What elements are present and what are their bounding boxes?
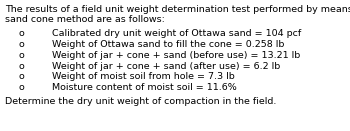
Text: o: o	[19, 40, 24, 49]
Text: Moisture content of moist soil = 11.6%: Moisture content of moist soil = 11.6%	[52, 83, 237, 92]
Text: Calibrated dry unit weight of Ottawa sand = 104 pcf: Calibrated dry unit weight of Ottawa san…	[52, 29, 301, 38]
Text: o: o	[19, 29, 24, 38]
Text: Determine the dry unit weight of compaction in the field.: Determine the dry unit weight of compact…	[5, 97, 276, 106]
Text: o: o	[19, 51, 24, 60]
Text: o: o	[19, 62, 24, 71]
Text: Weight of Ottawa sand to fill the cone = 0.258 lb: Weight of Ottawa sand to fill the cone =…	[52, 40, 284, 49]
Text: Weight of jar + cone + sand (before use) = 13.21 lb: Weight of jar + cone + sand (before use)…	[52, 51, 300, 60]
Text: Weight of moist soil from hole = 7.3 lb: Weight of moist soil from hole = 7.3 lb	[52, 72, 234, 81]
Text: o: o	[19, 72, 24, 81]
Text: o: o	[19, 83, 24, 92]
Text: Weight of jar + cone + sand (after use) = 6.2 lb: Weight of jar + cone + sand (after use) …	[52, 62, 280, 71]
Text: sand cone method are as follows:: sand cone method are as follows:	[5, 15, 165, 24]
Text: The results of a field unit weight determination test performed by means of the: The results of a field unit weight deter…	[5, 5, 350, 14]
